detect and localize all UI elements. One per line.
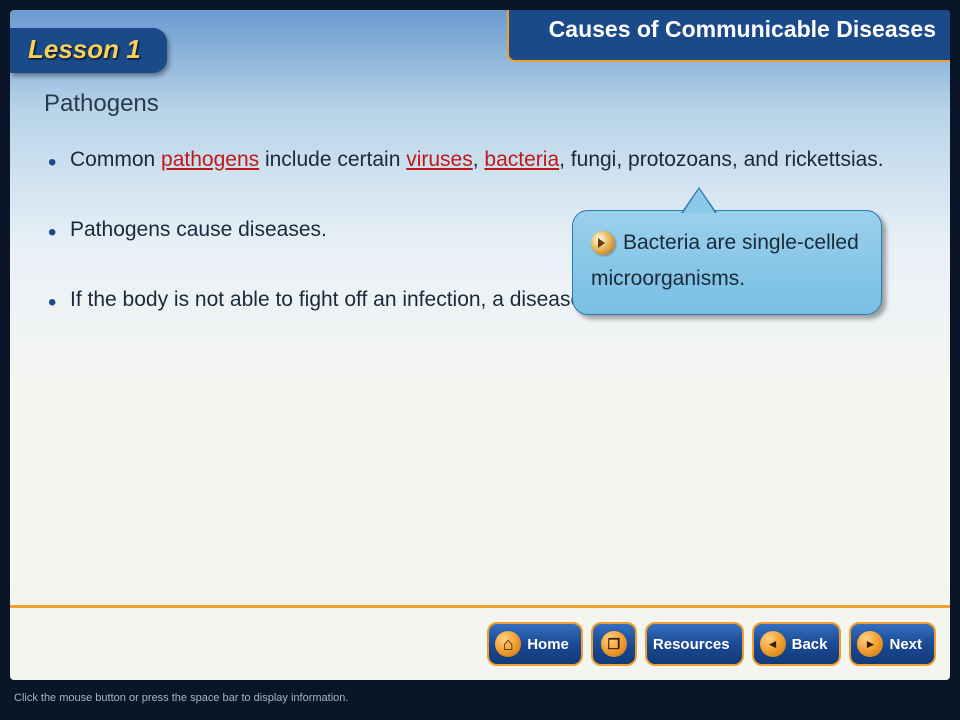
back-label: Back bbox=[792, 636, 828, 653]
callout-pointer-fill bbox=[683, 189, 715, 213]
back-button[interactable]: Back bbox=[752, 622, 842, 666]
next-label: Next bbox=[889, 636, 922, 653]
audio-icon[interactable] bbox=[591, 231, 615, 255]
next-button[interactable]: Next bbox=[849, 622, 936, 666]
topic-banner: Causes of Communicable Diseases bbox=[507, 10, 950, 62]
bullet-1-text-a: Common bbox=[70, 148, 161, 171]
hotword-bacteria[interactable]: bacteria bbox=[484, 148, 559, 171]
bullet-1-text-d: , fungi, protozoans, and rickettsias. bbox=[559, 148, 884, 171]
hotword-pathogens[interactable]: pathogens bbox=[161, 148, 259, 171]
section-title: Pathogens bbox=[44, 90, 159, 118]
home-button[interactable]: Home bbox=[487, 622, 583, 666]
resources-label: Resources bbox=[653, 636, 730, 653]
home-label: Home bbox=[527, 636, 569, 653]
bullet-1-text-c: , bbox=[473, 148, 485, 171]
books-icon bbox=[601, 631, 627, 657]
nav-bar: Home Resources Back Next bbox=[487, 622, 936, 666]
resources-label-button[interactable]: Resources bbox=[645, 622, 744, 666]
definition-callout: Bacteria are single-celled microorganism… bbox=[572, 210, 882, 315]
hotword-viruses[interactable]: viruses bbox=[406, 148, 473, 171]
arrow-right-icon bbox=[857, 631, 883, 657]
hint-bar: Click the mouse button or press the spac… bbox=[0, 684, 960, 720]
home-icon bbox=[495, 631, 521, 657]
bullet-1: Common pathogens include certain viruses… bbox=[44, 140, 910, 180]
divider-rule bbox=[10, 605, 950, 608]
lesson-tab: Lesson 1 bbox=[10, 28, 167, 73]
slide: Causes of Communicable Diseases Lesson 1… bbox=[10, 10, 950, 680]
resources-button[interactable] bbox=[591, 622, 637, 666]
bullet-1-text-b: include certain bbox=[259, 148, 406, 171]
arrow-left-icon bbox=[760, 631, 786, 657]
callout-text: Bacteria are single-celled microorganism… bbox=[591, 231, 859, 290]
